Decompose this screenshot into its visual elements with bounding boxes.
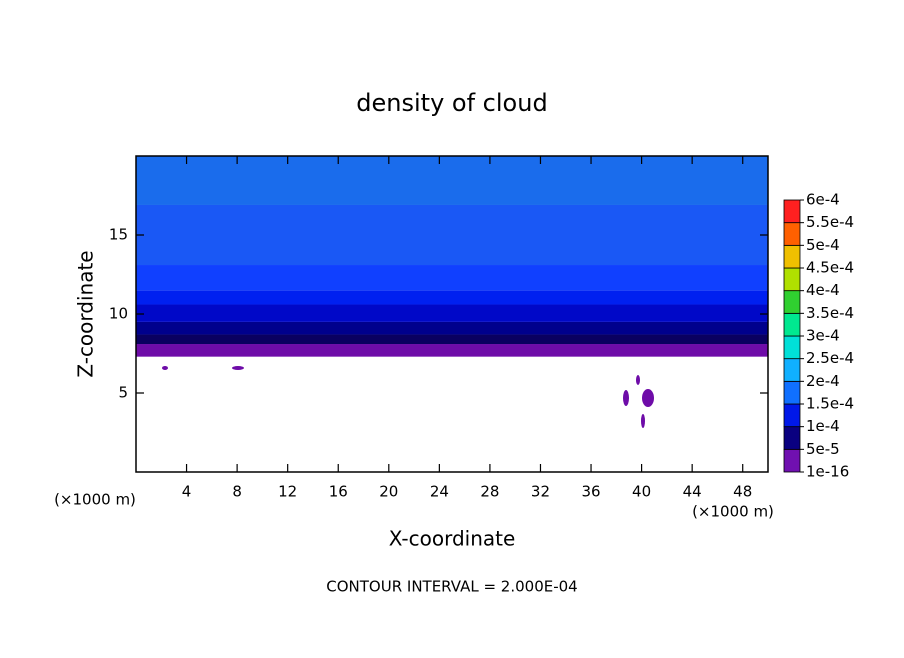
colorbar-band: [783, 199, 801, 224]
colorbar-band: [783, 244, 801, 269]
patch: [623, 390, 629, 406]
cloud-patches: [162, 366, 654, 428]
patch: [636, 375, 640, 385]
patch: [641, 414, 645, 428]
colorbar-band: [783, 403, 801, 428]
patch: [162, 366, 168, 370]
x-tick-label: 40: [632, 483, 651, 501]
colorbar-label: 5e-4: [806, 236, 840, 254]
x-tick-label: 24: [430, 483, 449, 501]
colorbar-label: 2e-4: [806, 372, 840, 390]
patch: [232, 366, 244, 370]
colorbar-label: 3e-4: [806, 327, 840, 345]
x-tick-label: 16: [329, 483, 348, 501]
x-tick-label: 8: [232, 483, 242, 501]
colorbar-band: [783, 335, 801, 360]
x-tick-label: 32: [531, 483, 550, 501]
colorbar-label: 4e-4: [806, 281, 840, 299]
x-axis-label: X-coordinate: [389, 527, 516, 551]
colorbar-label: 1e-16: [806, 463, 849, 481]
colorbar-band: [783, 380, 801, 405]
contour-layer: [136, 304, 768, 322]
x-tick-label: 12: [278, 483, 297, 501]
contour-layer: [136, 321, 768, 335]
colorbar-band: [783, 426, 801, 450]
contour-layer: [136, 156, 768, 205]
colorbar-label: 1e-4: [806, 417, 840, 435]
colorbar-band: [783, 222, 801, 246]
chart-title: density of cloud: [356, 89, 547, 117]
colorbar-label: 2.5e-4: [806, 349, 854, 367]
y-unit: (×1000 m): [54, 491, 136, 509]
y-axis-label: Z-coordinate: [74, 250, 98, 377]
colorbar-label: 4.5e-4: [806, 259, 854, 277]
y-tick-label: 15: [109, 226, 128, 244]
contour-layer: [136, 290, 768, 305]
x-tick-label: 44: [683, 483, 702, 501]
x-tick-label: 36: [581, 483, 600, 501]
contour-layer: [136, 334, 768, 345]
y-tick-label: 5: [118, 384, 128, 402]
contour-layer: [136, 265, 768, 291]
colorbar-label: 1.5e-4: [806, 395, 854, 413]
contour-layer: [136, 204, 768, 266]
field: [136, 156, 768, 357]
patch: [642, 389, 654, 407]
contour-layer: [136, 344, 768, 357]
colorbar-band: [783, 267, 801, 292]
colorbar-band: [783, 448, 801, 473]
y-tick-label: 10: [109, 305, 128, 323]
x-tick-label: 48: [733, 483, 752, 501]
colorbar-label: 6e-4: [806, 191, 840, 209]
footnote: CONTOUR INTERVAL = 2.000E-04: [326, 578, 577, 596]
colorbar-label: 5e-5: [806, 440, 840, 458]
colorbar-label: 3.5e-4: [806, 304, 854, 322]
colorbar-band: [783, 312, 801, 337]
colorbar-band: [783, 358, 801, 382]
colorbar-label: 5.5e-4: [806, 213, 854, 231]
colorbar: 1e-16 5e-5 1e-4 1.5e-4 2e-4 2.5e-4 3e-4 3.5e-4 4…: [783, 191, 854, 481]
x-tick-label: 4: [182, 483, 192, 501]
x-unit: (×1000 m): [692, 503, 774, 521]
colorbar-band: [783, 290, 801, 314]
x-tick-label: 20: [379, 483, 398, 501]
x-tick-label: 28: [480, 483, 499, 501]
